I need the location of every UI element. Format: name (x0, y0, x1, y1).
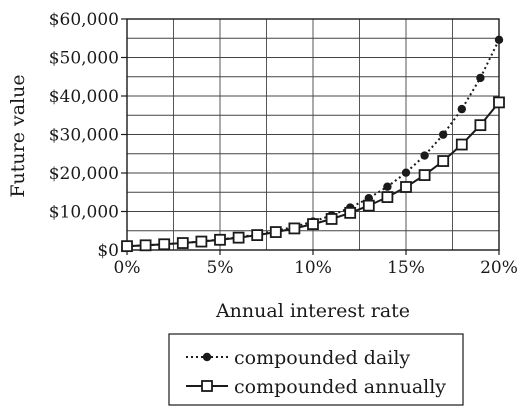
data-point-compounded-annually (344, 206, 357, 219)
legend-frame (168, 333, 464, 406)
data-point-compounded-annually (455, 138, 468, 151)
data-point-compounded-annually (307, 218, 319, 231)
data-point-compounded-annually (232, 231, 245, 244)
data-point-compounded-annually (176, 237, 189, 249)
legend-marker-compounded-annually (201, 380, 213, 392)
data-point-compounded-annually (251, 229, 264, 242)
legend-item-compounded-annually (186, 380, 228, 392)
data-point-compounded-annually (474, 119, 487, 132)
y-tick-label: $10,000 (49, 203, 119, 223)
y-tick-label: $0 (97, 241, 119, 261)
data-point-compounded-annually (493, 96, 505, 109)
x-axis-title: Annual interest rate (215, 300, 410, 322)
y-tick-label: $60,000 (49, 10, 119, 30)
x-tick-label: 15% (387, 258, 425, 278)
data-point-compounded-annually (400, 181, 412, 193)
legend: compounded daily compounded annually (168, 333, 464, 406)
data-point-compounded-daily (457, 104, 466, 114)
legend-marker-compounded-daily (202, 352, 212, 362)
data-point-compounded-annually (437, 155, 450, 167)
data-point-compounded-annually (418, 169, 431, 181)
y-tick-label: $40,000 (49, 87, 119, 107)
x-tick-label: 10% (294, 258, 332, 278)
data-point-compounded-annually (269, 226, 282, 238)
x-axis-ticks: 0% 5% 10% 15% 20% (114, 250, 518, 278)
data-point-compounded-annually (288, 222, 301, 235)
y-axis-ticks: $0 $10,000 $20,000 $30,000 $40,000 $50,000 $60… (49, 10, 127, 261)
series-layer (121, 35, 505, 253)
data-point-compounded-daily (383, 182, 392, 191)
x-tick-label: 20% (480, 258, 518, 278)
y-tick-label: $30,000 (49, 126, 119, 146)
data-point-compounded-annually (195, 235, 208, 248)
data-point-compounded-annually (158, 238, 171, 251)
gridlines (127, 19, 499, 250)
data-point-compounded-daily (401, 168, 411, 177)
legend-item-compounded-daily (186, 352, 228, 362)
legend-label-compounded-daily: compounded daily (234, 347, 410, 369)
legend-label-compounded-annually: compounded annually (234, 376, 446, 398)
data-point-compounded-annually (139, 239, 152, 252)
y-axis-title: Future value (7, 74, 29, 197)
data-point-compounded-annually (214, 233, 226, 246)
data-point-compounded-daily (439, 130, 448, 139)
y-tick-label: $50,000 (49, 49, 119, 69)
x-tick-label: 5% (207, 258, 234, 278)
data-point-compounded-annually (381, 191, 394, 203)
y-tick-label: $20,000 (49, 164, 119, 184)
data-point-compounded-annually (325, 213, 338, 225)
data-point-compounded-annually (362, 199, 375, 212)
data-point-compounded-annually (121, 240, 133, 253)
x-tick-label: 0% (114, 258, 141, 278)
data-point-compounded-daily (420, 151, 429, 160)
data-point-compounded-daily (494, 35, 504, 44)
data-point-compounded-daily (476, 73, 485, 83)
